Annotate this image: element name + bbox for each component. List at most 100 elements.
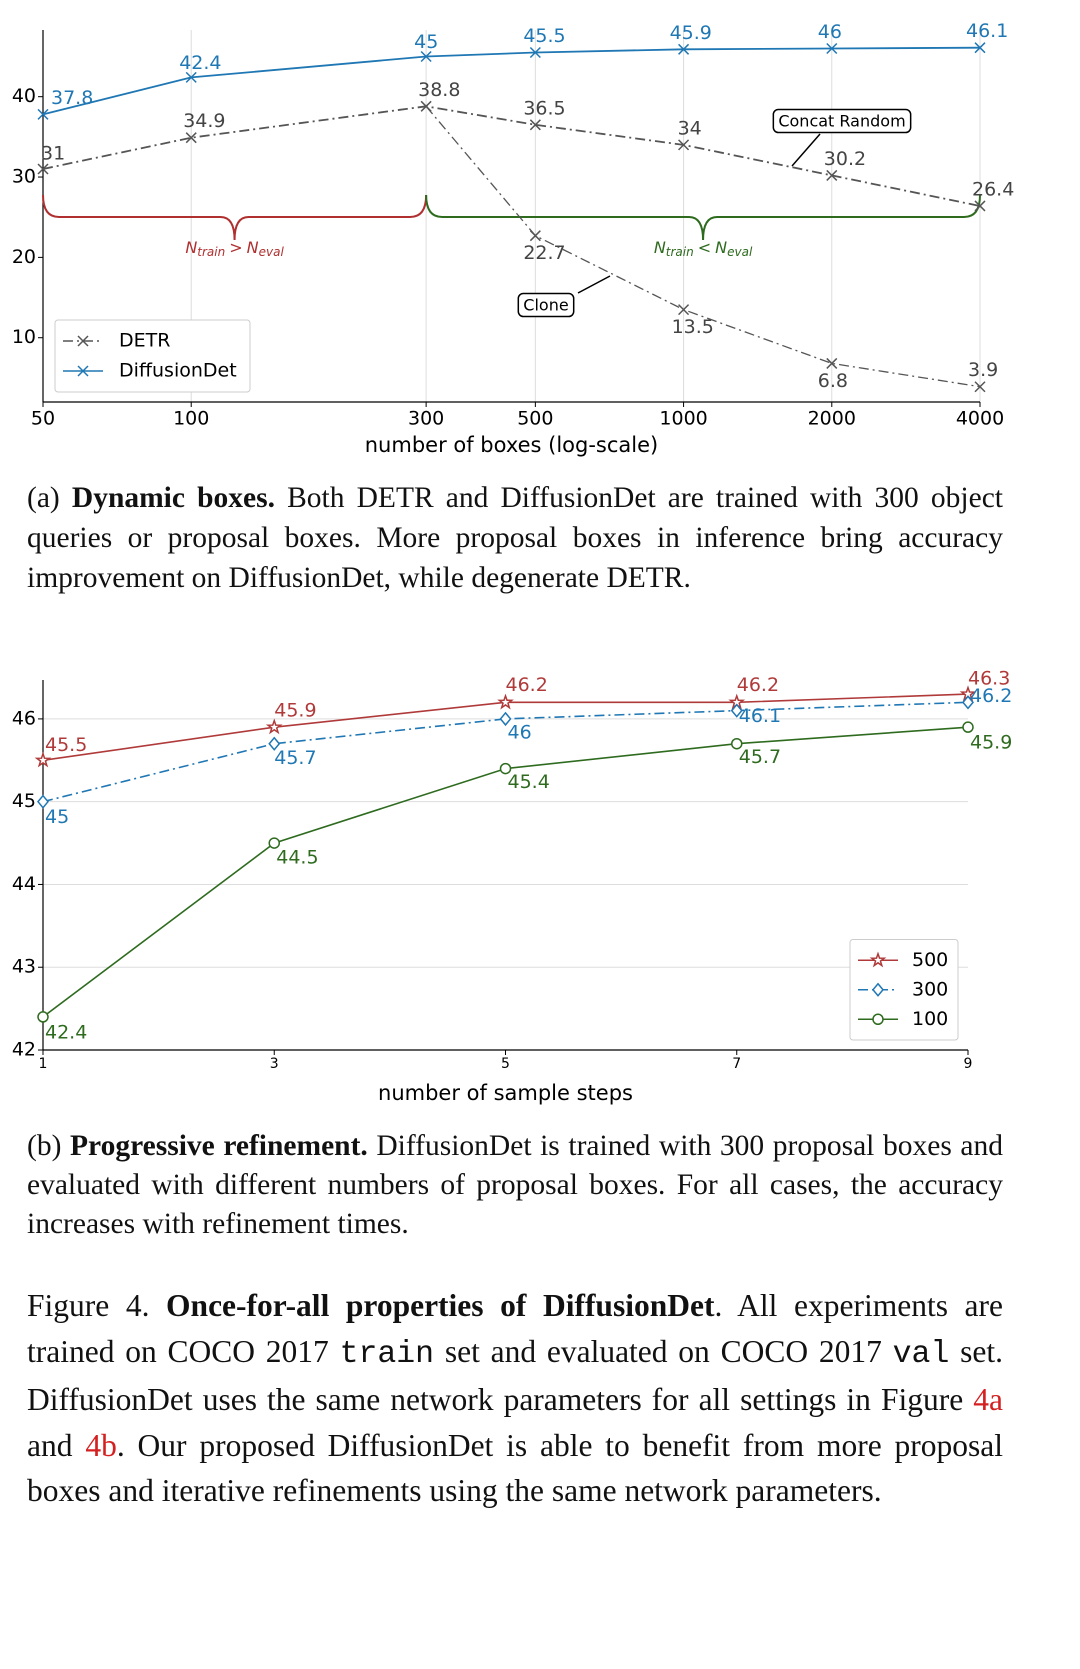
- y-tick-label: 42: [12, 1039, 36, 1061]
- value-label: 26.4: [972, 178, 1014, 200]
- value-label: 46.1: [966, 20, 1008, 42]
- marker: [34, 751, 52, 768]
- x-tick-label: 1: [39, 1056, 48, 1072]
- marker: [268, 837, 280, 849]
- value-label: 45.5: [523, 25, 565, 47]
- brace-label-part: train: [666, 245, 694, 259]
- marker: [37, 163, 49, 175]
- annotation: Clone: [523, 296, 568, 315]
- marker: [826, 169, 838, 181]
- value-label: 46.2: [970, 685, 1012, 707]
- value-label: 22.7: [523, 242, 565, 264]
- value-label: 45: [45, 806, 69, 828]
- annotation: Concat Random: [778, 112, 905, 131]
- brace-label-part: N: [185, 238, 197, 257]
- marker: [974, 200, 986, 212]
- value-label: 46.1: [739, 705, 781, 727]
- value-label: 30.2: [824, 148, 866, 170]
- value-label: 3.9: [968, 359, 998, 381]
- x-tick-label: 1000: [659, 408, 707, 430]
- y-tick-label: 30: [12, 166, 36, 188]
- value-label: 45.5: [45, 734, 87, 756]
- caption-text: (b): [27, 1130, 70, 1162]
- marker: [826, 42, 838, 55]
- legend-marker: [77, 335, 89, 347]
- brace-label-part: eval: [727, 245, 753, 259]
- caption-text: (a): [27, 482, 72, 514]
- x-axis-label: number of sample steps: [378, 1081, 633, 1105]
- marker: [974, 42, 986, 54]
- value-label: 45.7: [739, 746, 781, 768]
- marker: [497, 693, 514, 710]
- value-label: 44.5: [276, 847, 318, 869]
- y-tick-label: 20: [12, 246, 36, 268]
- legend-label: DETR: [119, 330, 170, 352]
- x-tick-label: 3: [270, 1056, 279, 1072]
- x-tick-label: 5: [501, 1056, 510, 1072]
- marker: [499, 762, 512, 775]
- marker: [37, 108, 49, 120]
- marker: [529, 230, 541, 242]
- x-tick-label: 50: [31, 408, 55, 430]
- caption-text: 4a: [973, 1382, 1003, 1417]
- caption-text: Figure 4.: [27, 1288, 167, 1323]
- marker: [265, 718, 283, 735]
- value-label: 6.8: [818, 370, 848, 392]
- x-tick-label: 300: [408, 408, 444, 430]
- caption-text: . Our proposed DiffusionDet is able to b…: [27, 1427, 1003, 1509]
- caption-a: (a) Dynamic boxes. Both DETR and Diffusi…: [27, 478, 1003, 598]
- value-label: 46.2: [506, 674, 548, 696]
- marker: [962, 695, 974, 710]
- legend-marker: [77, 365, 89, 377]
- value-label: 31: [41, 142, 65, 164]
- caption-text: val: [892, 1336, 950, 1372]
- value-label: 46: [508, 721, 532, 743]
- marker: [678, 43, 690, 55]
- x-axis-label: number of boxes (log-scale): [365, 433, 659, 457]
- marker: [962, 721, 974, 733]
- marker: [499, 711, 512, 727]
- marker: [37, 1011, 49, 1023]
- marker: [185, 71, 197, 83]
- value-label: 42.4: [45, 1021, 87, 1043]
- x-tick-label: 9: [964, 1056, 973, 1072]
- caption-text: set. DiffusionDet uses the same network …: [27, 1333, 1003, 1418]
- caption-text: Both DETR and DiffusionDet are trained w…: [27, 482, 1004, 594]
- value-label: 45.7: [274, 747, 316, 769]
- marker: [974, 381, 986, 393]
- brace-label-part: N: [654, 238, 666, 257]
- y-tick-label: 44: [12, 873, 36, 895]
- y-tick-label: 40: [12, 85, 36, 107]
- figure-caption: Figure 4. Once-for-all properties of Dif…: [27, 1283, 1003, 1514]
- value-label: 42.4: [179, 52, 221, 74]
- caption-text: . All experiments are trained on COCO 20…: [27, 1288, 1003, 1369]
- annotation-box: [772, 108, 912, 134]
- marker: [731, 737, 743, 750]
- value-label: 45: [414, 31, 438, 53]
- value-label: 45.9: [970, 732, 1012, 754]
- legend-marker: [869, 951, 887, 968]
- caption-text: Once-for-all properties of DiffusionDet: [166, 1288, 715, 1323]
- value-label: 34.9: [183, 110, 225, 132]
- marker: [268, 736, 281, 751]
- legend: [54, 319, 251, 393]
- value-label: 45.4: [508, 771, 550, 793]
- brace: [42, 194, 428, 241]
- caption-b: (b) Progressive refinement. DiffusionDet…: [27, 1127, 1003, 1244]
- caption-text: and: [27, 1427, 86, 1463]
- value-label: 36.5: [523, 97, 565, 119]
- legend-label: 100: [912, 1008, 948, 1030]
- brace: [425, 194, 981, 241]
- legend-label: 300: [912, 978, 948, 1000]
- brace-label-part: >: [229, 238, 242, 257]
- value-label: 13.5: [672, 316, 714, 338]
- brace-label: Ntrain < Neval: [654, 238, 753, 259]
- y-tick-label: 43: [12, 956, 36, 978]
- marker: [420, 100, 432, 112]
- legend-label: 500: [912, 949, 948, 971]
- legend-marker: [872, 1013, 884, 1025]
- marker: [529, 119, 541, 131]
